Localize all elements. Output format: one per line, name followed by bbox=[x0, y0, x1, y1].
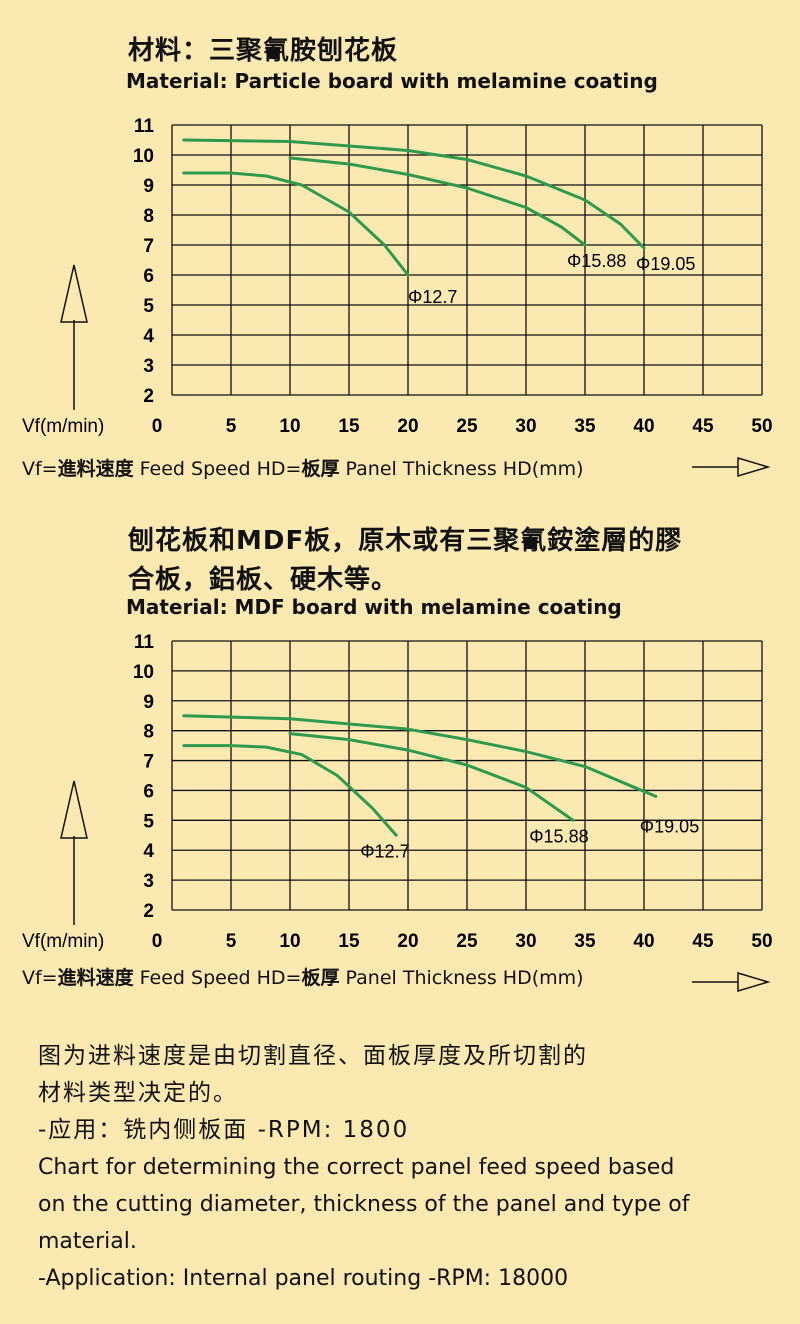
legend-vf-en: Feed Speed HD= bbox=[133, 967, 302, 989]
y-tick-label: 5 bbox=[143, 811, 154, 832]
y-tick-label: 9 bbox=[143, 692, 154, 713]
y-axis-label: Vf(m/min) bbox=[22, 416, 104, 437]
y-tick-label: 6 bbox=[143, 781, 154, 802]
legend-vf-cn: 進料速度 bbox=[57, 458, 134, 480]
footer: 图为进料速度是由切割直径、面板厚度及所切割的 材料类型决定的。 -应用：铣内侧板… bbox=[38, 1038, 689, 1297]
series-line bbox=[182, 138, 646, 250]
y-tick-label: 3 bbox=[143, 356, 154, 377]
chart2-title-en: Material: MDF board with melamine coatin… bbox=[126, 595, 622, 619]
x-tick-label: 0 bbox=[152, 931, 163, 952]
y-tick-label: 7 bbox=[143, 236, 154, 257]
x-tick-label: 20 bbox=[397, 416, 418, 437]
footer-en-line1: Chart for determining the correct panel … bbox=[38, 1155, 675, 1180]
series-line bbox=[182, 714, 658, 798]
legend-vf: Vf= bbox=[22, 967, 58, 989]
x-tick-label: 30 bbox=[515, 931, 536, 952]
y-tick-label: 8 bbox=[143, 206, 154, 227]
legend-vf: Vf= bbox=[22, 458, 58, 480]
x-axis-arrow-head-icon bbox=[737, 456, 771, 478]
y-axis-arrow-head-icon bbox=[60, 264, 88, 323]
legend-hd-cn: 板厚 bbox=[301, 967, 340, 989]
x-tick-label: 50 bbox=[751, 931, 772, 952]
chart2-legend: Vf=進料速度 Feed Speed HD=板厚 Panel Thickness… bbox=[22, 963, 584, 990]
y-axis-label: Vf(m/min) bbox=[22, 931, 104, 952]
series-line bbox=[288, 732, 575, 822]
legend-vf-en: Feed Speed HD= bbox=[133, 458, 302, 480]
chart2-title-cn-line1: 刨花板和MDF板，原木或有三聚氰銨塗層的膠 bbox=[128, 526, 683, 556]
series-label: Φ15.88 bbox=[529, 826, 588, 846]
x-tick-label: 25 bbox=[456, 416, 478, 437]
x-tick-label: 10 bbox=[279, 931, 300, 952]
y-tick-label: 8 bbox=[143, 722, 154, 743]
x-tick-label: 50 bbox=[751, 416, 772, 437]
footer-cn-line1: 图为进料速度是由切割直径、面板厚度及所切割的 bbox=[38, 1043, 588, 1069]
series-label: Φ15.88 bbox=[567, 251, 626, 271]
y-axis-arrow-head-icon bbox=[60, 780, 88, 839]
series-line bbox=[288, 156, 587, 247]
x-tick-label: 20 bbox=[397, 931, 418, 952]
footer-cn-line2: 材料类型决定的。 bbox=[38, 1080, 238, 1106]
footer-en-line3: material. bbox=[38, 1229, 137, 1254]
x-tick-label: 30 bbox=[515, 416, 536, 437]
x-tick-label: 5 bbox=[226, 931, 237, 952]
y-tick-label: 6 bbox=[143, 266, 154, 287]
y-tick-label: 4 bbox=[143, 326, 154, 347]
x-tick-label: 25 bbox=[456, 931, 478, 952]
x-tick-label: 40 bbox=[633, 416, 654, 437]
y-tick-label: 7 bbox=[143, 752, 154, 773]
legend-vf-cn: 進料速度 bbox=[57, 967, 134, 989]
legend-hd-en: Panel Thickness HD(mm) bbox=[339, 967, 584, 989]
chart1-legend: Vf=進料速度 Feed Speed HD=板厚 Panel Thickness… bbox=[22, 454, 584, 481]
x-tick-label: 35 bbox=[574, 416, 596, 437]
legend-hd-en: Panel Thickness HD(mm) bbox=[339, 458, 584, 480]
x-tick-label: 5 bbox=[226, 416, 237, 437]
chart2-title-cn-line2: 合板，鋁板、硬木等。 bbox=[128, 565, 399, 595]
y-tick-label: 3 bbox=[143, 871, 154, 892]
series-label: Φ12.7 bbox=[360, 841, 409, 861]
y-tick-label: 11 bbox=[134, 116, 155, 137]
y-tick-label: 5 bbox=[143, 296, 154, 317]
series-label: Φ12.7 bbox=[408, 287, 457, 307]
series-line bbox=[182, 171, 410, 277]
y-tick-label: 10 bbox=[133, 146, 154, 167]
legend-hd-cn: 板厚 bbox=[301, 458, 340, 480]
x-tick-label: 45 bbox=[692, 931, 714, 952]
y-tick-label: 11 bbox=[134, 632, 155, 653]
y-tick-label: 2 bbox=[143, 901, 154, 922]
grid bbox=[171, 124, 763, 396]
series-line bbox=[182, 744, 398, 837]
x-tick-label: 10 bbox=[279, 416, 300, 437]
x-tick-label: 40 bbox=[633, 931, 654, 952]
chart1-title-en: Material: Particle board with melamine c… bbox=[126, 69, 658, 93]
footer-en-line2: on the cutting diameter, thickness of th… bbox=[38, 1192, 690, 1217]
y-tick-label: 10 bbox=[133, 662, 154, 683]
x-tick-label: 15 bbox=[338, 416, 360, 437]
y-tick-label: 4 bbox=[143, 841, 154, 862]
x-tick-label: 0 bbox=[152, 416, 163, 437]
x-tick-label: 45 bbox=[692, 416, 714, 437]
y-tick-label: 9 bbox=[143, 176, 154, 197]
x-tick-label: 15 bbox=[338, 931, 360, 952]
chart1-title-cn: 材料：三聚氰胺刨花板 bbox=[128, 36, 399, 66]
series-label: Φ19.05 bbox=[636, 254, 695, 274]
y-tick-label: 2 bbox=[143, 386, 154, 407]
grid bbox=[171, 640, 763, 911]
series-label: Φ19.05 bbox=[640, 816, 699, 836]
x-axis-arrow-head-icon bbox=[737, 971, 771, 993]
x-tick-label: 35 bbox=[574, 931, 596, 952]
footer-cn-application: -应用：铣内侧板面 -RPM: 1800 bbox=[38, 1117, 410, 1143]
footer-en-application: -Application: Internal panel routing -RP… bbox=[38, 1266, 569, 1291]
